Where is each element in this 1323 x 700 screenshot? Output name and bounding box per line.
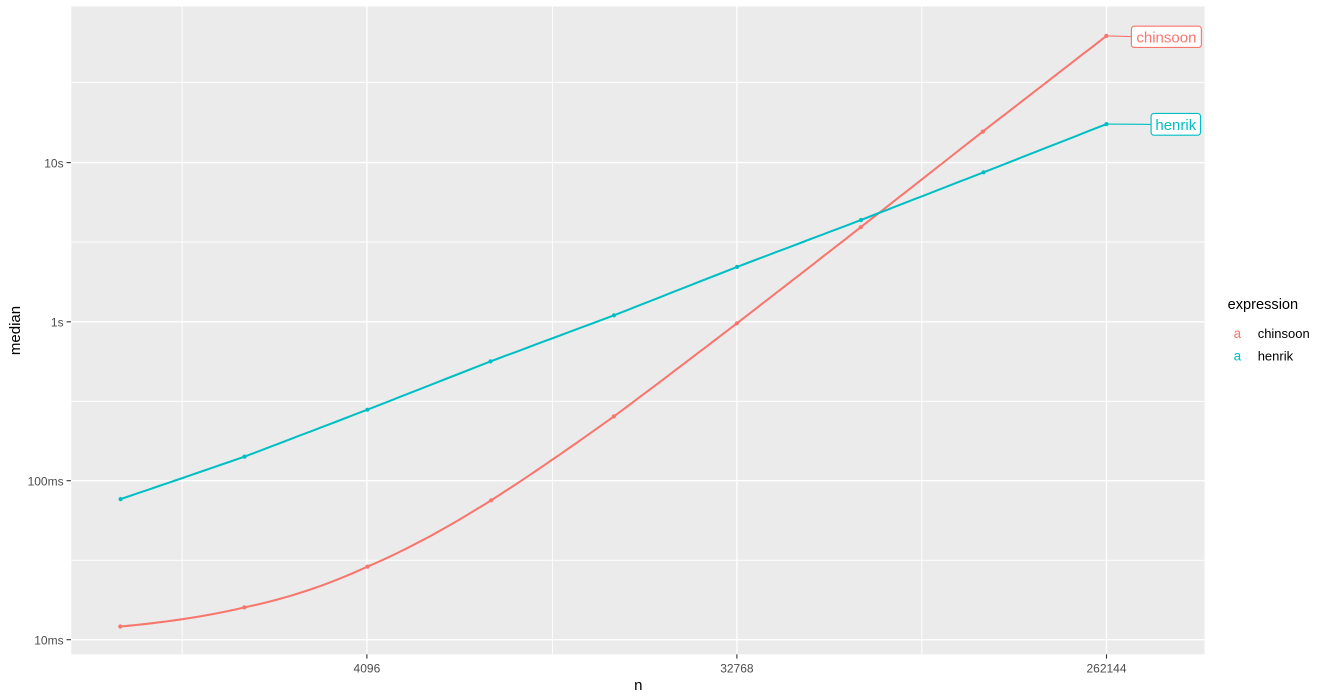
svg-text:expression: expression bbox=[1228, 297, 1299, 313]
svg-text:1s: 1s bbox=[51, 316, 64, 330]
svg-text:10s: 10s bbox=[44, 157, 63, 171]
svg-text:henrik: henrik bbox=[1258, 348, 1294, 363]
svg-text:chinsoon: chinsoon bbox=[1136, 30, 1196, 47]
svg-text:chinsoon: chinsoon bbox=[1258, 326, 1310, 341]
svg-text:median: median bbox=[7, 306, 24, 355]
svg-text:a: a bbox=[1234, 348, 1242, 363]
svg-text:a: a bbox=[1234, 326, 1242, 341]
svg-text:4096: 4096 bbox=[354, 661, 381, 675]
svg-text:henrik: henrik bbox=[1155, 117, 1196, 134]
svg-text:32768: 32768 bbox=[720, 661, 754, 675]
svg-text:262144: 262144 bbox=[1086, 661, 1126, 675]
svg-text:100ms: 100ms bbox=[28, 475, 64, 489]
svg-text:10ms: 10ms bbox=[34, 634, 63, 648]
svg-text:n: n bbox=[634, 677, 642, 694]
